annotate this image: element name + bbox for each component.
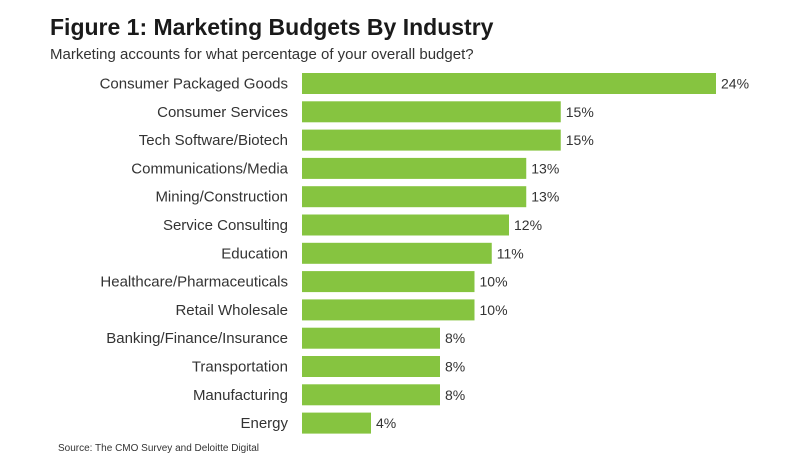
chart-title: Figure 1: Marketing Budgets By Industry — [50, 14, 494, 40]
bar — [302, 186, 527, 208]
chart-subtitle: Marketing accounts for what percentage o… — [50, 46, 474, 63]
value-label: 8% — [445, 359, 465, 375]
category-label: Healthcare/Pharmaceuticals — [100, 274, 288, 291]
bar — [302, 101, 561, 123]
value-label: 4% — [376, 415, 396, 431]
category-label: Transportation — [192, 359, 288, 376]
category-label: Service Consulting — [163, 217, 288, 234]
value-label: 15% — [566, 132, 594, 148]
category-label: Consumer Services — [157, 104, 288, 121]
category-label: Consumer Packaged Goods — [100, 76, 288, 93]
bar — [302, 356, 440, 377]
bars-layer: Consumer Packaged Goods 24% Consumer Servi… — [100, 73, 749, 434]
value-label: 12% — [514, 217, 542, 233]
bar — [302, 271, 475, 293]
value-label: 13% — [531, 160, 559, 176]
bar — [302, 73, 716, 94]
category-label: Retail Wholesale — [175, 302, 288, 319]
value-label: 10% — [480, 302, 508, 318]
category-label: Tech Software/Biotech — [139, 132, 288, 149]
bar — [302, 129, 561, 151]
category-label: Banking/Finance/Insurance — [106, 330, 288, 347]
category-label: Manufacturing — [193, 387, 288, 404]
value-label: 8% — [445, 330, 465, 346]
bar — [302, 412, 371, 434]
bar — [302, 157, 527, 179]
category-label: Education — [221, 245, 288, 262]
value-label: 13% — [531, 189, 559, 205]
category-label: Communications/Media — [131, 160, 288, 177]
value-label: 8% — [445, 387, 465, 403]
value-label: 11% — [497, 245, 524, 261]
category-label: Mining/Construction — [155, 189, 288, 206]
bar — [302, 242, 492, 264]
bar — [302, 214, 509, 236]
bar — [302, 299, 475, 321]
category-label: Energy — [240, 415, 288, 432]
bar — [302, 384, 440, 406]
value-label: 24% — [721, 76, 749, 92]
bar — [302, 327, 440, 349]
source-note: Source: The CMO Survey and Deloitte Digi… — [58, 443, 260, 454]
value-label: 10% — [480, 274, 508, 290]
value-label: 15% — [566, 104, 594, 120]
